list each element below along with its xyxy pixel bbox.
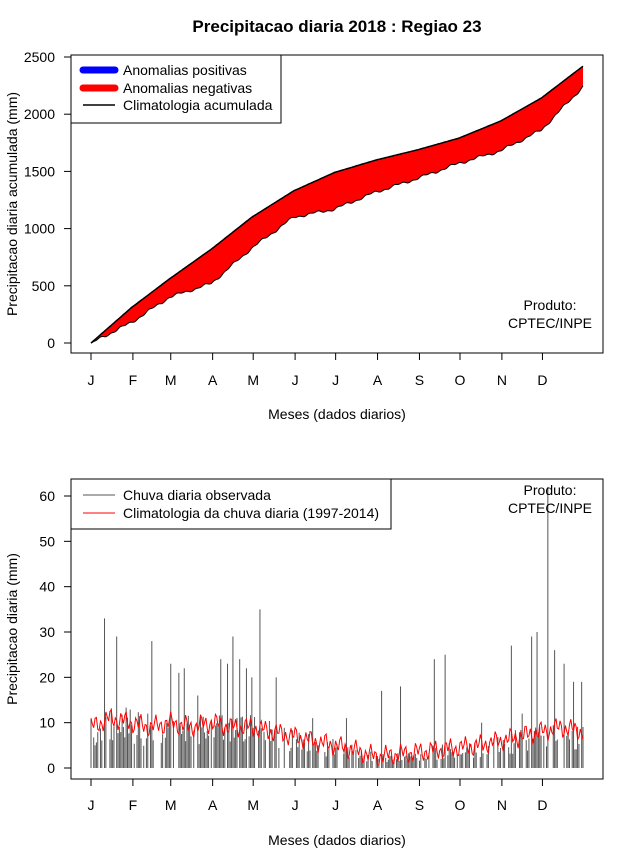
negative-anomaly-area bbox=[91, 66, 583, 343]
x-tick-label: F bbox=[129, 372, 138, 388]
x-axis-title: Meses (dados diarios) bbox=[268, 406, 406, 422]
legend: Anomalias positivas Anomalias negativas … bbox=[70, 54, 282, 124]
y-tick-label-bottom: 60 bbox=[39, 488, 55, 504]
x-tick-label-bottom: J bbox=[88, 797, 95, 813]
x-tick-label-bottom: N bbox=[497, 797, 507, 813]
climatology-line bbox=[90, 65, 584, 344]
x-tick-label-bottom: J bbox=[332, 797, 339, 813]
y-tick-label: 2500 bbox=[24, 49, 55, 65]
credit-org-bottom: CPTEC/INPE bbox=[508, 500, 592, 516]
legend-label-observed: Chuva diaria observada bbox=[123, 487, 271, 503]
y-tick-label-bottom: 40 bbox=[39, 579, 55, 595]
y-tick-label-bottom: 20 bbox=[39, 669, 55, 685]
x-tick-label-bottom: D bbox=[537, 797, 547, 813]
x-tick-label: O bbox=[455, 372, 466, 388]
daily-climatology-line bbox=[90, 708, 584, 766]
y-tick-label-bottom: 30 bbox=[39, 624, 55, 640]
observed-line bbox=[90, 85, 584, 344]
x-tick-label-bottom: A bbox=[208, 797, 218, 813]
x-tick-label: M bbox=[165, 372, 177, 388]
x-tick-label: A bbox=[373, 372, 383, 388]
x-tick-label-bottom: J bbox=[292, 797, 299, 813]
y-axis-bottom: 0 10 20 30 40 50 60 bbox=[39, 488, 72, 776]
legend-label-climatology: Climatologia acumulada bbox=[123, 97, 273, 113]
x-tick-label-bottom: S bbox=[415, 797, 424, 813]
x-tick-label-bottom: F bbox=[129, 797, 138, 813]
daily-chart: 0 10 20 30 40 50 60 J F M A M J J A S O N D Meses (dados … bbox=[4, 478, 604, 848]
x-tick-label-bottom: M bbox=[247, 797, 259, 813]
cumulative-chart: 0 500 1000 1500 2000 2500 J F M A M J J A S O N D Meses … bbox=[4, 49, 604, 422]
y-tick-label-bottom: 10 bbox=[39, 715, 55, 731]
y-axis-title: Precipitacao diaria acumulada (mm) bbox=[4, 92, 20, 316]
y-tick-label: 1500 bbox=[24, 163, 55, 179]
y-axis: 0 500 1000 1500 2000 2500 bbox=[24, 49, 72, 351]
x-tick-label: J bbox=[88, 372, 95, 388]
chart-title: Precipitacao diaria 2018 : Regiao 23 bbox=[192, 17, 481, 36]
x-tick-label-bottom: A bbox=[373, 797, 383, 813]
x-tick-label: M bbox=[247, 372, 259, 388]
x-tick-label: J bbox=[292, 372, 299, 388]
y-tick-label: 500 bbox=[32, 278, 56, 294]
y-tick-label: 1000 bbox=[24, 221, 55, 237]
y-tick-label: 0 bbox=[47, 335, 55, 351]
y-tick-label-bottom: 0 bbox=[47, 760, 55, 776]
legend-bottom: Chuva diaria observada Climatologia da c… bbox=[70, 478, 392, 530]
legend-label-daily-climatology: Climatologia da chuva diaria (1997-2014) bbox=[123, 505, 379, 521]
legend-label-positive: Anomalias positivas bbox=[123, 62, 247, 78]
anomaly-area-group bbox=[91, 66, 583, 343]
credit-label: Produto: bbox=[524, 297, 577, 313]
x-tick-label: S bbox=[415, 372, 424, 388]
x-tick-label: A bbox=[208, 372, 218, 388]
y-tick-label-bottom: 50 bbox=[39, 533, 55, 549]
legend-box-bottom bbox=[70, 478, 392, 530]
y-tick-label: 2000 bbox=[24, 106, 55, 122]
credit-org: CPTEC/INPE bbox=[508, 315, 592, 331]
credit-label-bottom: Produto: bbox=[524, 482, 577, 498]
legend-label-negative: Anomalias negativas bbox=[123, 80, 252, 96]
x-axis-title-bottom: Meses (dados diarios) bbox=[268, 832, 406, 848]
y-axis-title-bottom: Precipitacao diaria (mm) bbox=[4, 553, 20, 705]
x-tick-label: J bbox=[332, 372, 339, 388]
x-tick-label-bottom: M bbox=[165, 797, 177, 813]
x-tick-label-bottom: O bbox=[455, 797, 466, 813]
x-tick-label: D bbox=[537, 372, 547, 388]
x-tick-label: N bbox=[497, 372, 507, 388]
